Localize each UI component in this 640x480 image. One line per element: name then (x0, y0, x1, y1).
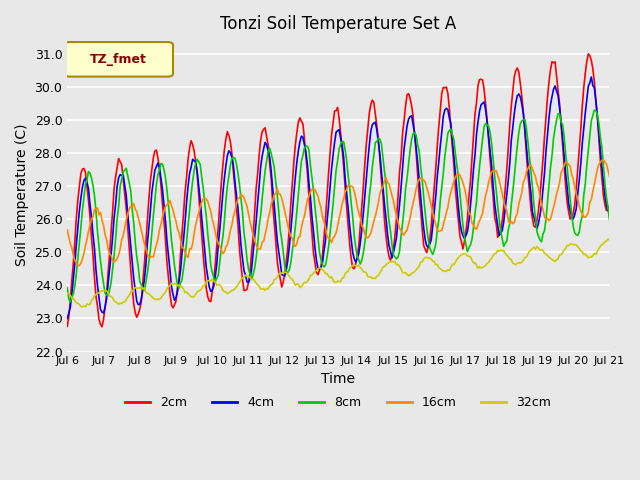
8cm (253, 243, 261, 249)
4cm (130, 276, 138, 282)
2cm (577, 127, 584, 132)
8cm (67, 299, 74, 305)
32cm (227, 289, 234, 295)
2cm (227, 139, 234, 144)
8cm (244, 266, 252, 272)
FancyBboxPatch shape (65, 42, 173, 77)
8cm (591, 107, 598, 113)
Y-axis label: Soil Temperature (C): Soil Temperature (C) (15, 123, 29, 266)
16cm (600, 157, 607, 163)
8cm (63, 285, 71, 291)
32cm (302, 280, 310, 286)
2cm (302, 154, 310, 160)
8cm (131, 240, 139, 245)
32cm (131, 285, 139, 290)
2cm (244, 279, 252, 285)
4cm (63, 315, 71, 321)
X-axis label: Time: Time (321, 372, 355, 386)
2cm (98, 324, 106, 330)
8cm (302, 143, 310, 149)
Line: 4cm: 4cm (67, 77, 609, 318)
16cm (605, 173, 613, 179)
4cm (605, 208, 613, 214)
Title: Tonzi Soil Temperature Set A: Tonzi Soil Temperature Set A (220, 15, 456, 33)
4cm (301, 142, 308, 147)
32cm (604, 236, 612, 242)
32cm (63, 290, 71, 296)
2cm (131, 310, 139, 316)
32cm (605, 237, 613, 243)
16cm (577, 208, 584, 214)
Line: 16cm: 16cm (67, 160, 609, 265)
16cm (76, 263, 83, 268)
Line: 8cm: 8cm (67, 110, 609, 302)
4cm (588, 74, 595, 80)
4cm (225, 148, 233, 154)
8cm (227, 163, 234, 168)
16cm (227, 228, 234, 233)
4cm (575, 178, 583, 183)
Line: 32cm: 32cm (67, 239, 609, 307)
4cm (243, 279, 251, 285)
16cm (131, 206, 139, 212)
16cm (253, 245, 261, 251)
4cm (252, 220, 260, 226)
32cm (244, 273, 252, 279)
8cm (605, 217, 613, 223)
32cm (253, 282, 261, 288)
Legend: 2cm, 4cm, 8cm, 16cm, 32cm: 2cm, 4cm, 8cm, 16cm, 32cm (120, 391, 556, 414)
Text: TZ_fmet: TZ_fmet (90, 53, 147, 66)
32cm (79, 304, 86, 310)
16cm (244, 211, 252, 217)
2cm (605, 204, 613, 209)
16cm (63, 227, 71, 233)
Line: 2cm: 2cm (67, 54, 609, 327)
8cm (577, 219, 584, 225)
32cm (577, 248, 584, 254)
2cm (584, 51, 592, 57)
2cm (63, 324, 71, 329)
2cm (253, 171, 261, 177)
16cm (302, 205, 310, 211)
